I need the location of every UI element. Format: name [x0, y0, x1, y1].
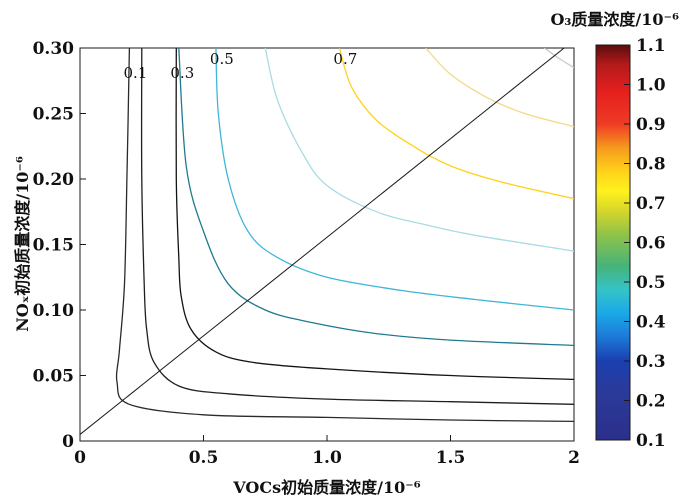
contour-label-0-3: 0.3 [170, 64, 194, 82]
colorbar-tick-label: 0.6 [636, 234, 666, 254]
contour-line-0-4 [178, 48, 574, 347]
y-tick-label: 0.05 [33, 367, 74, 387]
colorbar-tick-label: 1.0 [636, 76, 666, 96]
y-axis-title: NOₓ初始质量浓度/10⁻⁶ [13, 156, 32, 332]
contour-line-0-5 [215, 48, 574, 311]
x-tick-label: 0 [74, 448, 86, 468]
colorbar-tick-label: 0.2 [636, 392, 666, 412]
x-tick-label: 1.0 [312, 448, 342, 468]
colorbar-tick-label: 0.4 [636, 313, 666, 333]
contour-line-0-9 [544, 48, 574, 69]
contour-line-0-7 [338, 48, 574, 200]
colorbar-title: O₃质量浓度/10⁻⁶ [550, 10, 679, 29]
contour-line-0-2 [140, 48, 574, 405]
contour-label-0-5: 0.5 [210, 50, 234, 68]
y-tick-label: 0.20 [33, 170, 75, 190]
contour-line-0-6 [264, 48, 574, 252]
x-axis-title: VOCs初始质量浓度/10⁻⁶ [232, 478, 420, 497]
contour-line-0-3 [175, 48, 574, 381]
y-tick-label: 0.30 [33, 39, 75, 59]
contour-line-0-8 [425, 48, 574, 128]
contour-label-0-7: 0.7 [333, 50, 357, 68]
colorbar-tick-label: 0.5 [636, 273, 666, 293]
contour-line-0-1 [115, 48, 574, 423]
x-tick-label: 2 [568, 448, 580, 468]
x-tick-label: 1.5 [436, 448, 466, 468]
colorbar-tick-label: 0.8 [636, 155, 666, 175]
y-tick-label: 0.15 [33, 236, 74, 256]
contour-label-0-1: 0.1 [123, 64, 147, 82]
plot-area [79, 47, 575, 442]
y-tick-label: 0.25 [33, 105, 74, 125]
colorbar-tick-label: 0.3 [636, 352, 666, 372]
colorbar-tick-label: 0.9 [636, 115, 666, 135]
colorbar-tick-label: 1.1 [636, 36, 666, 56]
colorbar-tick-label: 0.1 [636, 431, 666, 451]
y-tick-label: 0.10 [33, 301, 75, 321]
x-tick-label: 0.5 [189, 448, 219, 468]
colorbar-tick-label: 0.7 [636, 194, 666, 214]
y-tick-label: 0 [62, 432, 74, 452]
reference-diagonal-line [80, 48, 565, 435]
